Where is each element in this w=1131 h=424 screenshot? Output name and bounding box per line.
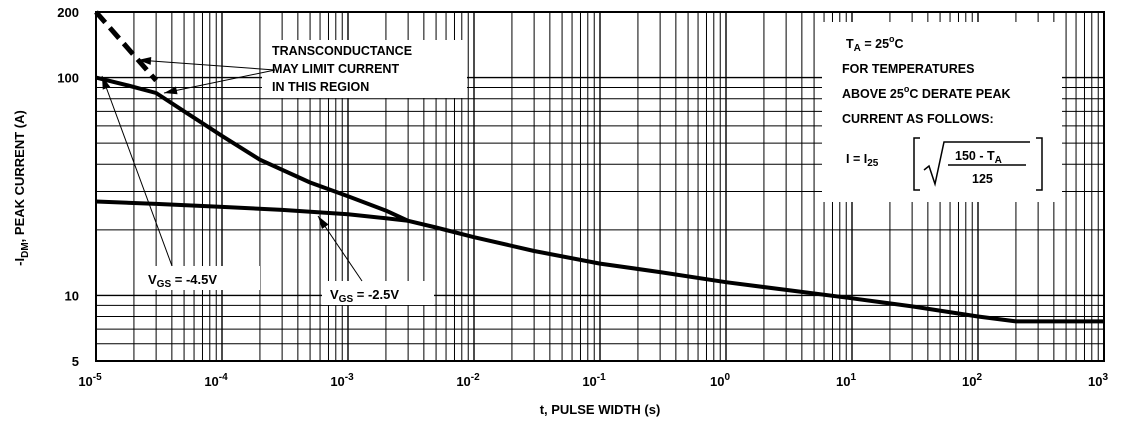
formula-left-bracket [913, 137, 920, 191]
svg-text:VGS = -2.5V: VGS = -2.5V [330, 287, 399, 305]
formula-right-bracket [1036, 137, 1043, 191]
chart-curves [94, 10, 1104, 324]
x-tick-label: 100 [710, 372, 730, 389]
derate-line-4: CURRENT AS FOLLOWS: [842, 112, 994, 126]
pointer-arrowhead [138, 56, 152, 65]
formula-numerator: 150 - TA [955, 149, 1002, 166]
x-tick-label: 10-4 [204, 372, 228, 389]
derate-line-3: ABOVE 25oC DERATE PEAK [842, 84, 1011, 101]
pointer-line [101, 75, 173, 267]
x-axis-label: t, PULSE WIDTH (s) [540, 402, 661, 417]
formula-lhs: I = I25 [846, 152, 879, 169]
x-tick-label: 10-3 [330, 372, 354, 389]
annotation-line-2: MAY LIMIT CURRENT [272, 62, 399, 76]
transconductance-limit-line [94, 10, 158, 83]
svg-text:VGS = -4.5V: VGS = -4.5V [148, 272, 217, 290]
series-line-1 [95, 199, 409, 223]
x-tick-label: 103 [1088, 372, 1108, 389]
transconductance-annotation: TRANSCONDUCTANCE MAY LIMIT CURRENT IN TH… [262, 40, 467, 98]
y-axis-label: -IDM, PEAK CURRENT (A) [12, 110, 31, 266]
series-label-vgs-2-5: VGS = -2.5V [322, 281, 434, 305]
x-tick-label: 101 [836, 372, 856, 389]
y-tick-label: 10 [65, 288, 79, 303]
pointer-line [137, 59, 276, 71]
x-tick-label: 102 [962, 372, 982, 389]
pointer-line [163, 69, 276, 94]
x-tick-label: 10-2 [456, 372, 480, 389]
sqrt-symbol [923, 141, 1030, 187]
formula-denominator: 125 [972, 172, 993, 186]
y-tick-label: 200 [57, 5, 79, 20]
annotation-line-1: TRANSCONDUCTANCE [272, 44, 412, 58]
derate-line-2: FOR TEMPERATURES [842, 62, 974, 76]
derating-note: TA = 25oC FOR TEMPERATURES ABOVE 25oC DE… [822, 22, 1062, 202]
annotation-line-3: IN THIS REGION [272, 80, 369, 94]
tick-labels: 10-5 10-4 10-3 10-2 10-1 100 101 102 103 200 100 10… [57, 5, 1108, 389]
pointer-arrowhead [102, 76, 111, 90]
pointer-arrowhead [318, 216, 329, 230]
series-line-0 [95, 75, 1104, 324]
pointer-line [317, 215, 363, 282]
pointer-arrowhead [164, 86, 178, 95]
series-label-vgs-4-5: VGS = -4.5V [140, 266, 260, 290]
ta-line: TA = 25oC [846, 34, 904, 54]
x-tick-label: 10-1 [582, 372, 606, 389]
x-tick-label: 10-5 [78, 372, 102, 389]
plot-frame [95, 11, 1105, 362]
y-tick-label: 5 [72, 354, 79, 369]
y-tick-label: 100 [57, 71, 79, 86]
annotation-pointers [101, 56, 363, 282]
